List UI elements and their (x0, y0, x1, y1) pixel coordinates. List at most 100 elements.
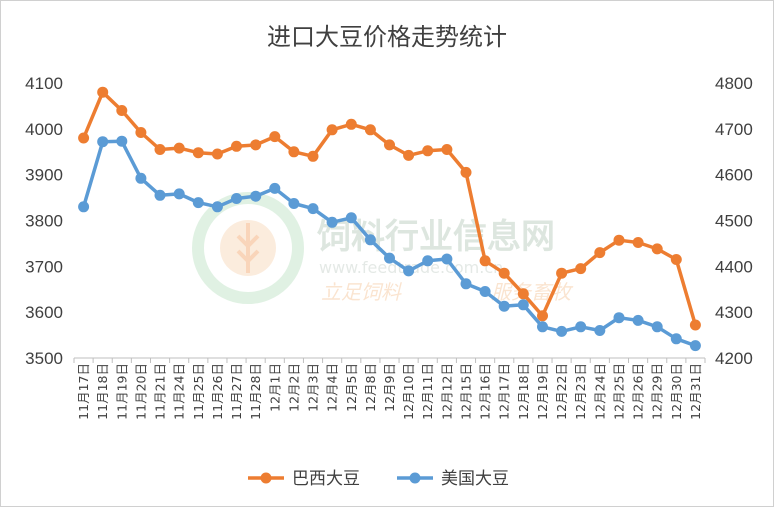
x-tick-label: 12月31日 (688, 363, 703, 420)
data-point (211, 201, 223, 213)
chart-title: 进口大豆价格走势统计 (267, 23, 507, 51)
data-point (269, 182, 281, 194)
x-tick-label: 11月21日 (153, 363, 168, 420)
data-point (594, 325, 606, 336)
x-tick-label: 11月28日 (248, 363, 263, 420)
data-point (689, 340, 701, 352)
x-tick-label: 12月22日 (554, 363, 569, 420)
x-tick-label: 12月29日 (650, 363, 665, 420)
x-tick-label: 11月20日 (133, 363, 148, 420)
data-point (441, 253, 453, 265)
data-point (173, 188, 185, 200)
data-point (575, 321, 587, 333)
data-point (441, 144, 453, 155)
data-point (231, 140, 242, 152)
data-point (231, 193, 242, 204)
x-tick-label: 11月17日 (76, 363, 91, 420)
data-point (288, 146, 300, 158)
legend-label: 巴西大豆 (292, 469, 360, 489)
watermark-slogan-right: 服务畜牧 (491, 280, 574, 304)
y-right-tick-label: 4800 (715, 74, 753, 93)
x-tick-label: 12月4日 (325, 363, 340, 412)
data-point (135, 127, 147, 138)
x-tick-label: 12月1日 (267, 363, 282, 412)
data-point (498, 300, 510, 312)
data-point (422, 255, 434, 267)
data-point (651, 243, 663, 255)
y-left-tick-label: 4100 (25, 74, 63, 93)
y-left-tick-label: 4000 (25, 120, 63, 139)
data-point (135, 172, 147, 184)
data-point (192, 197, 204, 209)
x-tick-label: 12月3日 (306, 363, 321, 412)
data-point (403, 149, 415, 161)
data-point (670, 333, 682, 345)
series-layer (78, 86, 701, 352)
y-left-tick-label: 3700 (25, 257, 63, 276)
data-point (517, 299, 529, 311)
data-point (211, 148, 223, 160)
axes: 3500 3600 3700 3800 3900 4000 4100 4200 4300 4400… (25, 74, 753, 420)
data-point (116, 105, 128, 116)
data-point (460, 166, 472, 178)
data-point (116, 135, 128, 147)
y-left-tick-label: 3900 (25, 166, 63, 185)
legend: 巴西大豆 美国大豆 (248, 469, 509, 489)
wheat-icon (236, 223, 260, 273)
data-point (537, 321, 548, 333)
data-point (632, 314, 644, 326)
data-point (307, 203, 319, 215)
data-point (326, 216, 338, 228)
x-tick-label: 12月10日 (401, 363, 416, 420)
data-point (403, 265, 415, 277)
legend-label: 美国大豆 (441, 469, 509, 489)
y-right-tick-label: 4600 (715, 166, 753, 185)
data-point (479, 286, 491, 297)
x-tick-label: 11月27日 (229, 363, 244, 420)
legend-marker-icon (409, 472, 421, 484)
data-point (154, 189, 166, 201)
data-point (250, 190, 262, 202)
y-right-tick-label: 4400 (715, 257, 753, 276)
data-point (613, 234, 625, 246)
data-point (97, 136, 109, 148)
data-point (422, 145, 434, 157)
data-point (594, 247, 606, 259)
data-point (307, 150, 319, 162)
x-tick-label: 12月19日 (535, 363, 550, 420)
x-tick-label: 12月23日 (573, 363, 588, 420)
data-point (632, 237, 644, 248)
watermark-inner-icon (220, 220, 276, 276)
x-tick-label: 11月19日 (114, 363, 129, 420)
data-point (384, 252, 395, 264)
x-tick-label: 12月12日 (439, 363, 454, 420)
x-tick-label: 12月9日 (382, 363, 397, 412)
y-right-tick-label: 4500 (715, 212, 753, 231)
data-point (97, 86, 109, 98)
data-point (364, 234, 376, 246)
x-tick-label: 12月8日 (363, 363, 378, 412)
data-point (575, 263, 587, 275)
data-point (173, 142, 185, 154)
data-point (460, 278, 472, 290)
data-point (269, 131, 281, 143)
x-tick-label: 12月30日 (669, 363, 684, 420)
x-tick-label: 12月17日 (497, 363, 512, 420)
y-left-tick-label: 3600 (25, 303, 63, 322)
x-tick-label: 12月5日 (344, 363, 359, 412)
data-point (517, 288, 529, 300)
data-point (384, 139, 395, 151)
data-point (326, 124, 338, 136)
data-point (498, 267, 510, 279)
data-point (78, 132, 90, 144)
x-tick-label: 11月18日 (95, 363, 110, 420)
x-tick-label: 12月15日 (458, 363, 473, 420)
y-right-tick-label: 4300 (715, 303, 753, 322)
data-point (250, 139, 262, 151)
legend-marker-icon (260, 472, 272, 484)
data-point (556, 325, 568, 337)
watermark-slogan-left: 立足饲料 (321, 280, 402, 304)
data-point (154, 144, 166, 155)
